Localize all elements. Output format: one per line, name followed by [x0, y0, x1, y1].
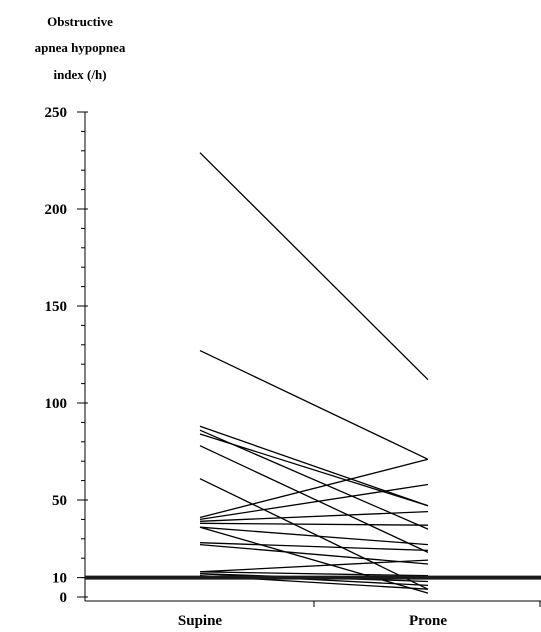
series-line	[199, 559, 429, 573]
y-tick-label: 150	[45, 299, 68, 315]
y-axis-label-line-3: index (/h)	[53, 67, 106, 82]
series-line	[199, 522, 429, 526]
x-tick-label: Prone	[409, 613, 447, 629]
series-line	[199, 478, 429, 590]
y-tick-label: 100	[45, 396, 68, 412]
series-line	[199, 350, 429, 460]
series-line	[199, 571, 429, 577]
y-tick-label: 10	[52, 571, 67, 587]
y-axis-label-line-1: Obstructive	[47, 14, 113, 29]
series-line	[199, 542, 429, 552]
series-line	[199, 543, 429, 565]
series-line	[199, 526, 429, 546]
axes	[77, 111, 541, 607]
y-tick-label: 0	[60, 590, 68, 606]
y-axis-label-line-2: apnea hypopnea	[35, 40, 126, 55]
y-tick-label: 50	[52, 493, 67, 509]
series-layer	[199, 152, 429, 594]
series-line	[199, 526, 429, 594]
series-line	[199, 510, 429, 522]
series-line	[199, 458, 429, 519]
series-line	[199, 433, 429, 507]
series-line	[199, 425, 429, 507]
series-line	[199, 445, 429, 553]
tick-labels: 0 10 50 100 150 200 250 Supine Prone	[45, 105, 448, 629]
x-tick-label: Supine	[178, 613, 223, 629]
y-tick-label: 200	[45, 202, 68, 218]
y-axis-label: Obstructive apnea hypopnea index (/h)	[35, 14, 126, 82]
series-line	[199, 483, 429, 521]
y-tick-label: 250	[45, 105, 68, 121]
series-line	[199, 152, 429, 381]
